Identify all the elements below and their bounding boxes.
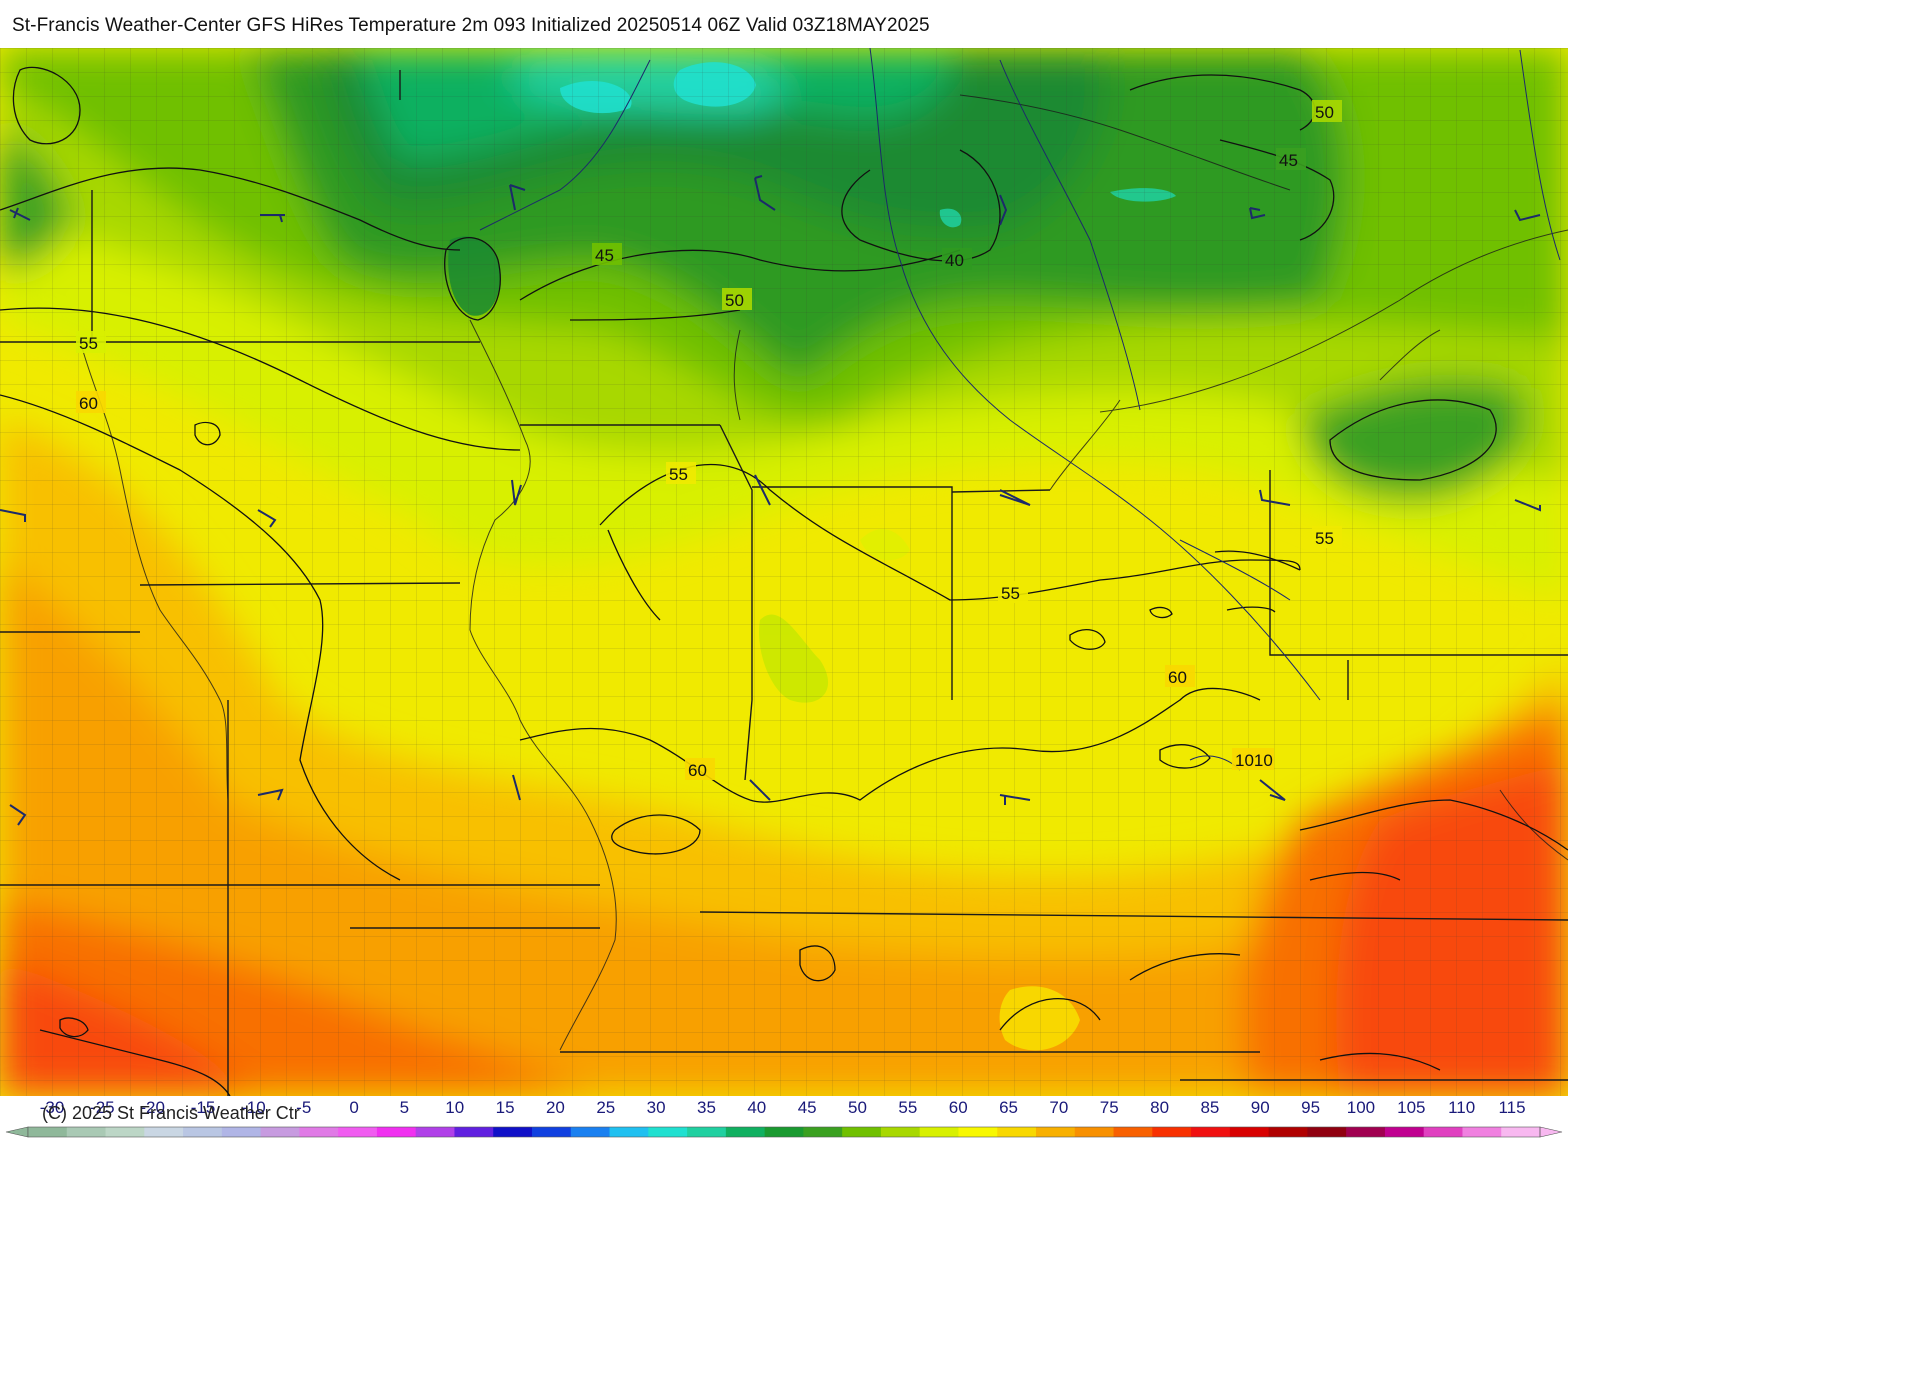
colorbar-segment [144,1127,184,1137]
contour-label: 60 [1168,668,1187,687]
scale-label: 0 [349,1098,359,1117]
colorbar-segment [997,1127,1037,1137]
contour-label: 55 [1001,584,1020,603]
colorbar-segment [842,1127,882,1137]
copyright-text: (C) 2025 St Francis Weather Ctr [42,1103,300,1123]
contour-label: 60 [688,761,707,780]
color-bar [5,1126,1563,1138]
scale-label: 75 [1099,1098,1119,1117]
scale-label: 35 [697,1098,716,1117]
colorbar-segment [1268,1127,1308,1137]
contour-label: 50 [725,291,744,310]
scale-label: 105 [1397,1098,1426,1117]
colorbar-segment [28,1127,68,1137]
colorbar-segment [454,1127,494,1137]
colorbar-segment [338,1127,378,1137]
colorbar-segment [1036,1127,1076,1137]
colorbar-segment [1501,1127,1541,1137]
colorbar-segment [376,1127,417,1137]
colorbar-segment [1462,1127,1502,1137]
colorbar-segment [1152,1127,1192,1137]
scale-label: 110 [1448,1098,1476,1117]
scale-label: -15 [190,1098,216,1117]
rivers-coastlines [79,94,1568,1051]
scale-labels: -30 -25 -20 -15 -10 -5 0 5 10 15 20 25 30 35 40 45 50 55 6… [0,1098,1568,1120]
colorbar-segment [1229,1127,1270,1137]
scale-label: 15 [495,1098,515,1117]
colorbar-segment [919,1127,959,1137]
colorbar-segment [415,1127,455,1137]
map-title: St-Francis Weather-Center GFS HiRes Temp… [12,15,930,36]
contour-label: 55 [1315,529,1334,548]
colorbar-segment [221,1127,262,1137]
scale-label: -10 [241,1098,266,1117]
scale-label: 65 [999,1098,1019,1117]
contour-label: 50 [1315,103,1334,122]
scale-label: -5 [296,1098,312,1117]
scale-label: -20 [140,1098,165,1117]
colorbar-left-arrow [5,1126,29,1138]
colorbar-segment [532,1127,572,1137]
scale-label: 90 [1250,1098,1270,1117]
map-canvas: 50 45 40 45 50 55 60 55 55 55 60 60 1010 [0,48,1568,1096]
colorbar-segment [764,1127,804,1137]
isotherm-contours [0,66,1568,1096]
pressure-isobars [479,48,1561,771]
colorbar-segment [1074,1127,1115,1137]
colorbar-segment [299,1127,339,1137]
colorbar-outline [27,1126,1541,1138]
colorbar-segment [958,1127,998,1137]
colorbar-segment [66,1127,107,1137]
scale-label: 95 [1301,1098,1321,1117]
colorbar-segment [609,1127,649,1137]
contour-label: 55 [669,465,688,484]
colorbar-segment [1113,1127,1153,1137]
colorbar-segment [687,1127,727,1137]
colorbar-segment [725,1127,766,1137]
contour-label: 40 [945,251,964,270]
colorbar-segment [803,1127,843,1137]
colorbar-segment [1423,1127,1463,1137]
scale-label: 10 [445,1098,465,1117]
temperature-map: 50 45 40 45 50 55 60 55 55 55 60 60 1010 [0,48,1568,1096]
colorbar-segment [1346,1127,1386,1137]
scale-label: 100 [1346,1098,1376,1117]
scale-label: 50 [848,1098,867,1117]
scale-label: 5 [399,1098,410,1117]
colorbar-segment [493,1127,533,1137]
scale-label: 45 [797,1098,817,1117]
colorbar-segment [260,1127,300,1137]
scale-label: 60 [948,1098,968,1117]
scale-label: 25 [596,1098,616,1117]
scale-label: 55 [898,1098,918,1117]
contour-labels: 50 45 40 45 50 55 60 55 55 55 60 60 1010 [76,100,1342,780]
contour-label: 60 [79,394,98,413]
colorbar-segment [570,1127,611,1137]
scale-label: 40 [747,1098,767,1117]
colorbar-segment [648,1127,688,1137]
contour-label: 1010 [1235,751,1273,770]
contour-label: 55 [79,334,98,353]
colorbar-segment [1384,1127,1425,1137]
scale-label: 30 [646,1098,666,1117]
title-bar: St-Francis Weather-Center GFS HiRes Temp… [0,0,1568,48]
colorbar-segment [1191,1127,1231,1137]
colorbar-segment [1307,1127,1347,1137]
scale-label: 85 [1200,1098,1220,1117]
colorbar-segment [880,1127,921,1137]
colorbar-segment [183,1127,223,1137]
contour-label: 45 [595,246,614,265]
colorbar-right-arrow [1539,1126,1563,1138]
scale-label: 20 [545,1098,565,1117]
scale-label: 115 [1498,1098,1526,1117]
county-boundaries [0,48,1568,1096]
colorbar-segment [105,1127,145,1137]
scale-label: -30 [39,1098,65,1117]
contour-label: 45 [1279,151,1298,170]
wind-barbs [0,175,1541,826]
scale-label: -25 [90,1098,115,1117]
scale-label: 80 [1150,1098,1170,1117]
scale-label: 70 [1049,1098,1069,1117]
